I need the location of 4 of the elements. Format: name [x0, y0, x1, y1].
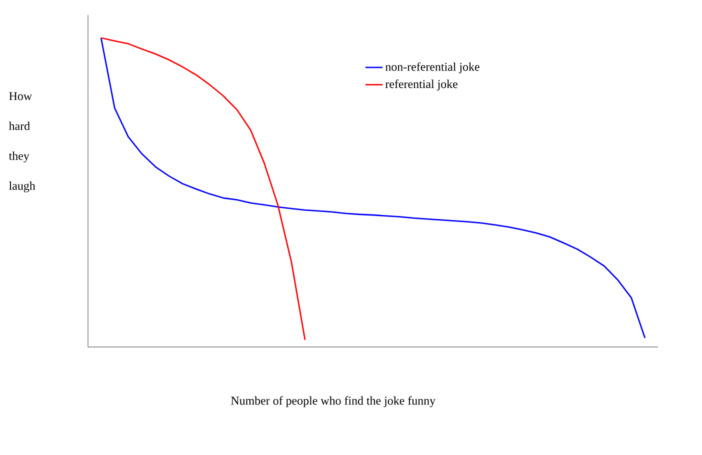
- legend-label: referential joke: [385, 80, 458, 91]
- x-axis-title: Number of people who find the joke funny: [231, 396, 436, 408]
- legend-label: non-referential joke: [385, 62, 480, 74]
- text: How hard they laugh: [8, 92, 36, 192]
